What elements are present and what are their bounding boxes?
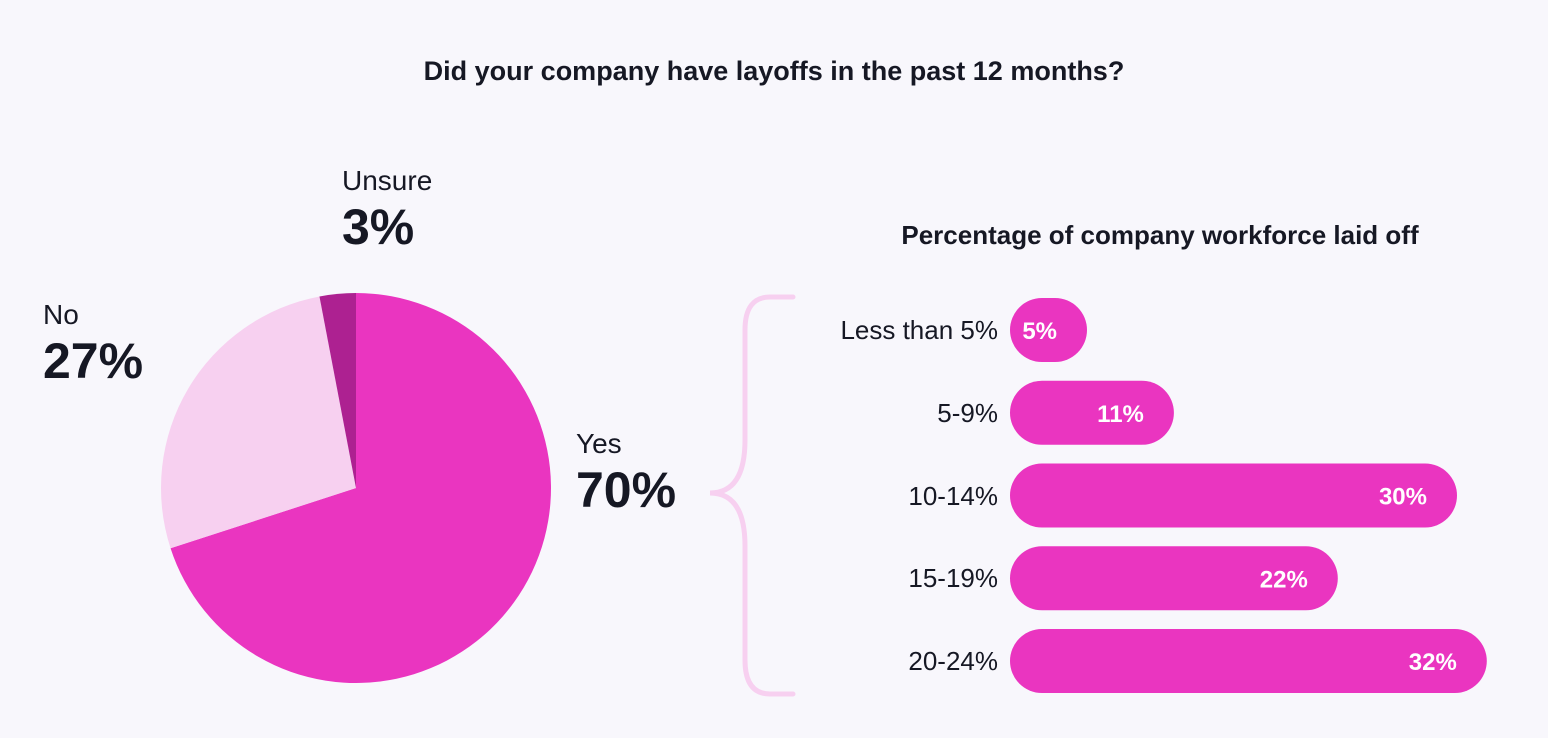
slice-value-unsure: 3%: [342, 199, 415, 255]
slice-value-no: 27%: [43, 333, 144, 389]
slice-name-no: No: [43, 299, 79, 330]
bar: [1010, 380, 1174, 445]
bar: [1010, 629, 1487, 693]
slice-value-yes: 70%: [576, 462, 677, 518]
category-label: 10-14%: [908, 481, 998, 511]
chart-title: Did your company have layoffs in the pas…: [423, 56, 1125, 86]
bar-value-label: 30%: [1379, 484, 1427, 511]
category-label: 20-24%: [908, 646, 998, 676]
slice-name-unsure: Unsure: [342, 165, 433, 196]
bar-value-label: 32%: [1409, 649, 1457, 676]
pie-chart: [160, 293, 551, 683]
bracket-brace: [709, 294, 796, 697]
bar: [1010, 463, 1457, 528]
slice-label-no: No 27%: [43, 298, 143, 390]
pie-slice-unsure: [319, 293, 356, 488]
category-label: 15-19%: [908, 563, 998, 593]
slice-label-unsure: Unsure 3%: [342, 164, 432, 256]
bar-value-label: 11%: [1097, 401, 1144, 428]
bar: [1010, 298, 1087, 362]
bar-value-label: 5%: [1022, 318, 1057, 345]
category-label: 5-9%: [937, 398, 998, 428]
bar-chart: 5% 11% 30% 22% 32%: [1010, 298, 1487, 693]
bar-value-label: 22%: [1260, 566, 1308, 593]
pie-slice-no: [160, 296, 356, 549]
pie-slice-yes: [170, 293, 551, 683]
bar: [1010, 546, 1338, 611]
slice-name-yes: Yes: [576, 428, 622, 459]
category-label: Less than 5%: [840, 315, 998, 345]
bar-chart-title: Percentage of company workforce laid off: [901, 220, 1419, 250]
slice-label-yes: Yes 70%: [576, 427, 676, 519]
